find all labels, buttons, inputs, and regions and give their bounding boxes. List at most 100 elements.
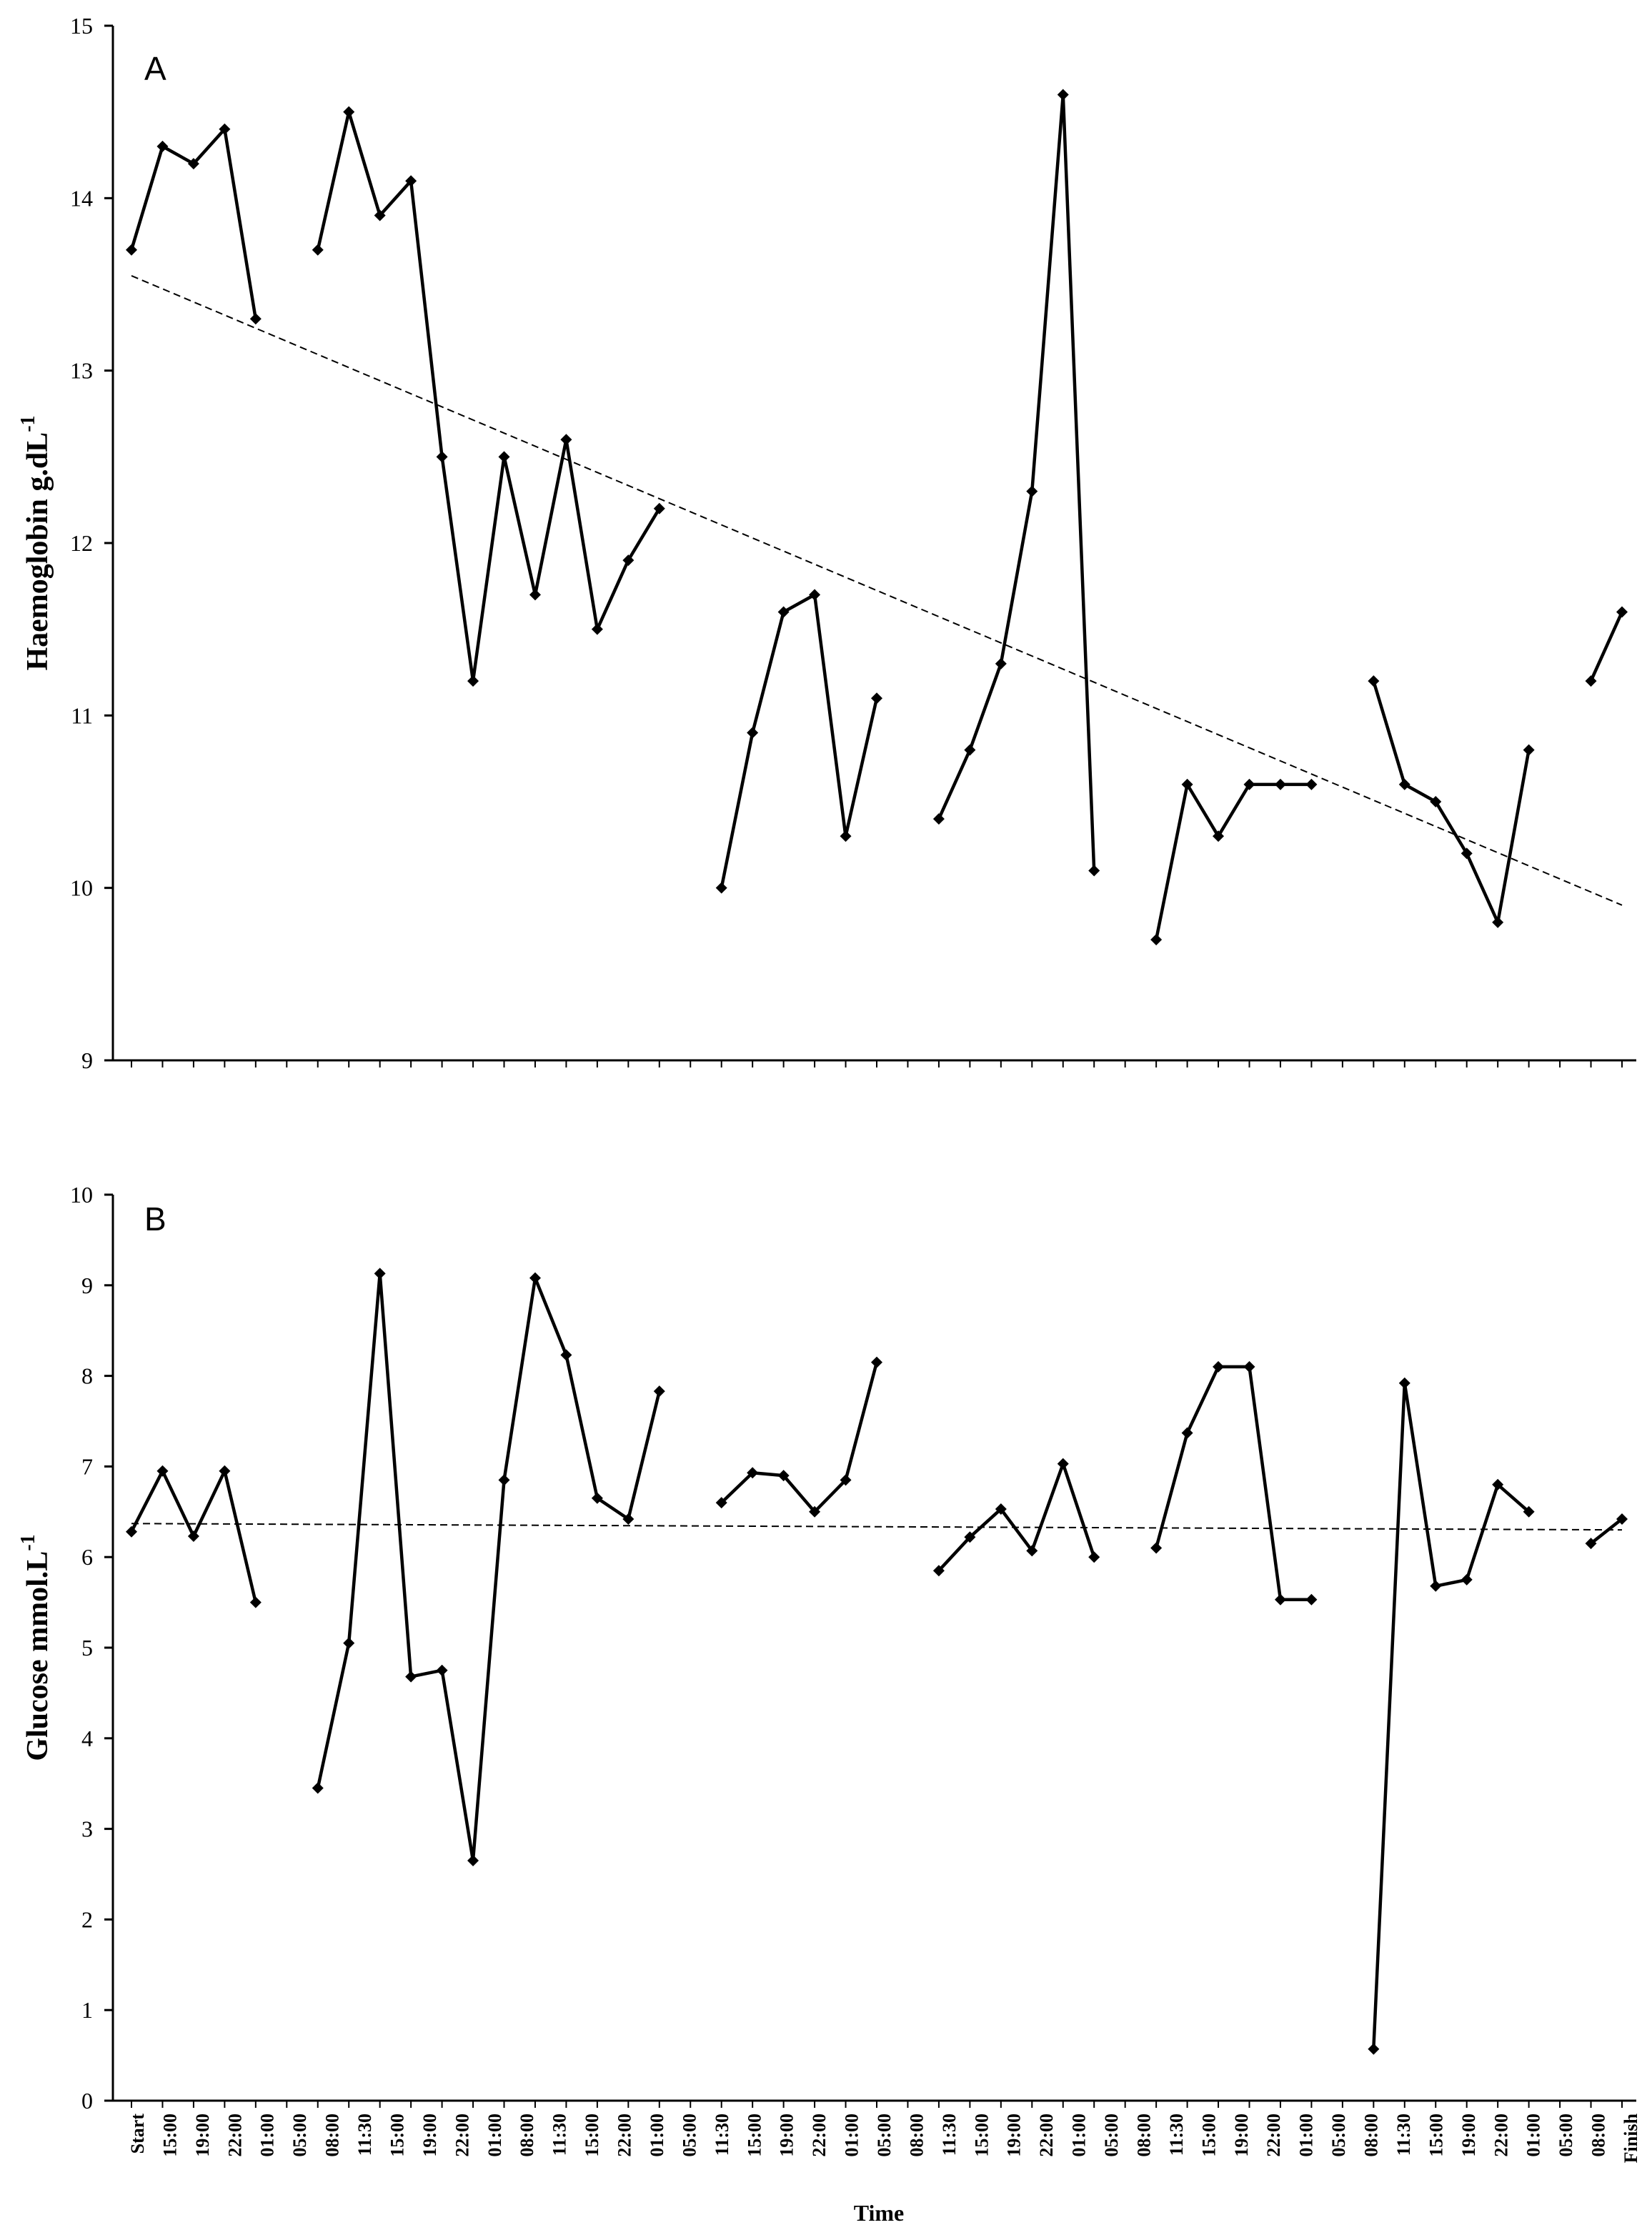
x-tick-label: 08:00: [517, 2114, 537, 2157]
x-tick-label: 01:00: [484, 2114, 505, 2157]
data-point-marker: [1616, 606, 1628, 618]
data-point-marker: [1492, 916, 1504, 928]
data-point-marker: [715, 1497, 727, 1509]
data-point-marker: [1088, 865, 1100, 877]
x-tick-label: 11:30: [1166, 2114, 1187, 2156]
x-tick-label: 08:00: [322, 2114, 343, 2157]
series-line-segment: [1372, 1381, 1531, 2049]
panel-b-glucose-chart: 0 1 2 3 4 5 6 7 8 9 10 B Glucose mmol.L-1 Time: [17, 1182, 1636, 2226]
data-point-marker: [249, 1596, 262, 1608]
data-point-marker: [1026, 485, 1038, 497]
data-point-marker: [1430, 796, 1442, 807]
x-tick-label: 01:00: [257, 2114, 278, 2157]
data-point-marker: [1243, 778, 1255, 790]
data-point-marker: [1616, 1513, 1628, 1525]
data-point-marker: [747, 727, 759, 739]
x-tick-label: 15:00: [159, 2114, 180, 2157]
x-tick-label: 15:00: [1198, 2114, 1219, 2157]
data-point-marker: [1181, 778, 1193, 790]
trend-line: [131, 275, 1623, 906]
data-point-marker: [1305, 1593, 1318, 1606]
x-tick-label: 22:00: [1036, 2114, 1057, 2157]
data-point-marker: [156, 140, 169, 152]
series-line-segment: [1590, 1518, 1623, 1545]
x-tick-label: 15:00: [1425, 2114, 1446, 2157]
x-tick-label: 22:00: [809, 2114, 830, 2157]
data-point-marker: [777, 606, 790, 618]
x-tick-label: 22:00: [614, 2114, 635, 2157]
x-tick-label: 11:30: [1393, 2114, 1414, 2156]
data-point-marker: [1368, 675, 1380, 687]
data-point-marker: [591, 1492, 603, 1504]
x-tick-label: 11:30: [712, 2114, 732, 2156]
y-tick-label: 0: [81, 2088, 93, 2114]
data-point-marker: [249, 313, 262, 325]
x-tick-label: 15:00: [387, 2114, 407, 2157]
data-point-marker: [498, 451, 510, 463]
trend-line: [131, 1523, 1623, 1531]
data-point-marker: [1150, 934, 1163, 946]
data-point-marker: [809, 1505, 821, 1518]
x-tick-label: 19:00: [1004, 2114, 1025, 2157]
data-point-marker: [777, 1470, 790, 1482]
x-tick-label: 05:00: [679, 2114, 700, 2157]
x-tick-label: 22:00: [452, 2114, 472, 2157]
panel-a-haemoglobin-chart: 9 10 11 12 13 14 15 A Haemoglobin g.dL-1: [17, 13, 1636, 1073]
data-point-marker: [405, 175, 417, 187]
panel-letter: A: [144, 50, 166, 87]
data-point-marker: [126, 244, 137, 256]
y-tick-label: 14: [70, 185, 93, 211]
data-point-marker: [1274, 1593, 1286, 1606]
data-point-marker: [126, 1525, 137, 1538]
x-tick-label: 15:00: [582, 2114, 602, 2157]
y-tick-label: 11: [71, 702, 93, 728]
y-axis-label: Glucose mmol.L-1: [17, 1534, 54, 1761]
panel-letter: B: [144, 1200, 166, 1238]
y-tick-label: 5: [81, 1635, 93, 1661]
y-axis-label: Haemoglobin g.dL-1: [17, 415, 54, 670]
data-point-marker: [840, 1474, 852, 1486]
data-point-marker: [405, 1671, 417, 1683]
data-point-marker: [1492, 1478, 1504, 1490]
x-tick-label: 08:00: [1361, 2114, 1382, 2157]
x-tick-label: 22:00: [1491, 2114, 1511, 2157]
x-axis-label: Time: [854, 2200, 905, 2226]
data-point-marker: [467, 1854, 479, 1866]
y-tick-label: 6: [81, 1544, 93, 1570]
y-tick-label: 2: [81, 1906, 93, 1932]
x-tick-label: 01:00: [1069, 2114, 1090, 2157]
data-point-marker: [622, 1513, 635, 1525]
x-tick-label: 08:00: [1588, 2114, 1609, 2157]
data-point-marker: [591, 623, 603, 635]
y-tick-label: 10: [70, 875, 93, 901]
x-tick-label: 08:00: [906, 2114, 927, 2157]
data-point-marker: [156, 1465, 169, 1477]
data-point-marker: [1057, 89, 1069, 101]
x-tick-label: Finish: [1621, 2113, 1641, 2163]
x-tick-label: 05:00: [1328, 2114, 1349, 2157]
series-line-segment: [1589, 611, 1624, 682]
y-tick-label: 12: [70, 530, 93, 556]
data-point-marker: [1057, 1458, 1069, 1470]
x-tick-label: 01:00: [842, 2114, 862, 2157]
data-point-marker: [312, 1782, 324, 1794]
data-point-marker: [1398, 1377, 1410, 1389]
x-tick-label: 15:00: [744, 2114, 765, 2157]
data-point-marker: [498, 1474, 510, 1486]
x-tick-label: 05:00: [1101, 2114, 1122, 2157]
y-tick-label: 3: [81, 1816, 93, 1842]
x-tick-label: 19:00: [1231, 2114, 1252, 2157]
data-point-marker: [1523, 1505, 1535, 1518]
data-point-marker: [1243, 1360, 1255, 1373]
data-point-marker: [1305, 778, 1318, 790]
data-point-marker: [529, 589, 541, 601]
x-tick-label: 01:00: [1523, 2114, 1544, 2157]
x-tick-label: 11:30: [354, 2114, 375, 2156]
data-point-marker: [995, 1503, 1007, 1515]
data-point-marker: [1150, 1542, 1163, 1554]
data-point-marker: [529, 1272, 541, 1284]
x-tick-label: 05:00: [289, 2114, 310, 2157]
x-tick-label: 19:00: [192, 2114, 213, 2157]
data-point-marker: [187, 158, 199, 170]
x-tick-label: 19:00: [419, 2114, 440, 2157]
